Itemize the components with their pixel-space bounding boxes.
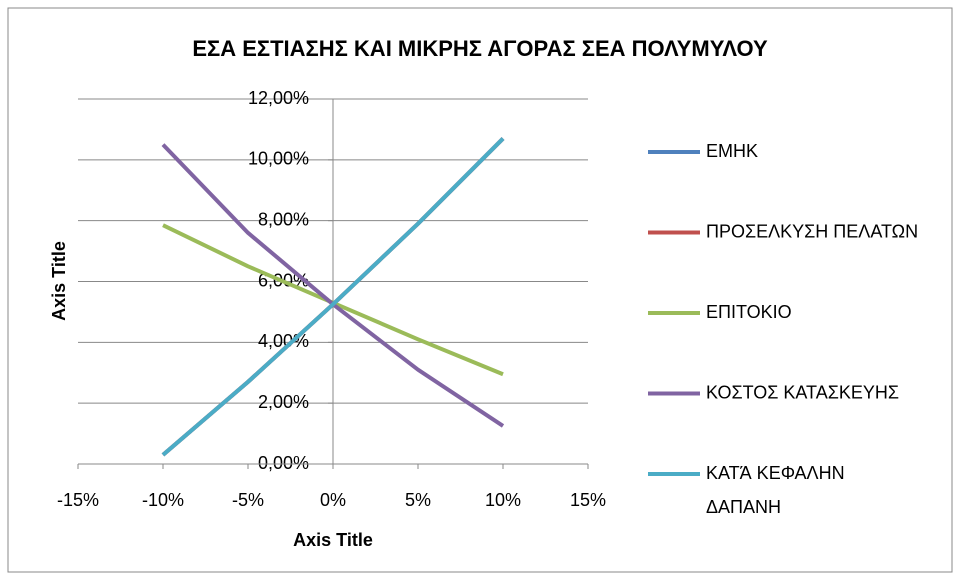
y-tick-label: 8,00% [258, 209, 309, 229]
x-tick-label: -15% [57, 490, 99, 510]
legend-label: ΕΠΙΤΟΚΙΟ [706, 302, 792, 322]
x-tick-label: 15% [570, 490, 606, 510]
legend-label: ΠΡΟΣΕΛΚΥΣΗ ΠΕΛΑΤΩΝ [706, 221, 918, 241]
y-tick-label: 0,00% [258, 453, 309, 473]
x-tick-label: -10% [142, 490, 184, 510]
chart-border [7, 7, 953, 573]
legend-label-line: ΚΑΤΆ ΚΕΦΑΛΗΝ [706, 463, 845, 483]
legend-label: ΚΟΣΤΟΣ ΚΑΤΑΣΚΕΥΗΣ [706, 382, 899, 402]
x-tick-label: 0% [320, 490, 346, 510]
y-tick-label: 12,00% [248, 88, 309, 108]
x-axis-title: Axis Title [293, 530, 373, 550]
x-tick-label: 5% [405, 490, 431, 510]
y-tick-label: 10,00% [248, 149, 309, 169]
legend-label: ΚΑΤΆ ΚΕΦΑΛΗΝ ΔΑΠΑΝΗ [706, 463, 845, 517]
legend-label: ΕΜΗΚ [706, 141, 758, 161]
y-axis-title: Axis Title [49, 241, 69, 321]
y-tick-label: 2,00% [258, 392, 309, 412]
x-tick-label: 10% [485, 490, 521, 510]
x-tick-label: -5% [232, 490, 264, 510]
legend-label-line: ΔΑΠΑΝΗ [706, 497, 781, 517]
series-line [161, 137, 505, 457]
chart-title: ΕΣΑ ΕΣΤΙΑΣΗΣ ΚΑΙ ΜΙΚΡΗΣ ΑΓΟΡΑΣ ΣΕΑ ΠΟΛΥΜ… [192, 36, 768, 61]
